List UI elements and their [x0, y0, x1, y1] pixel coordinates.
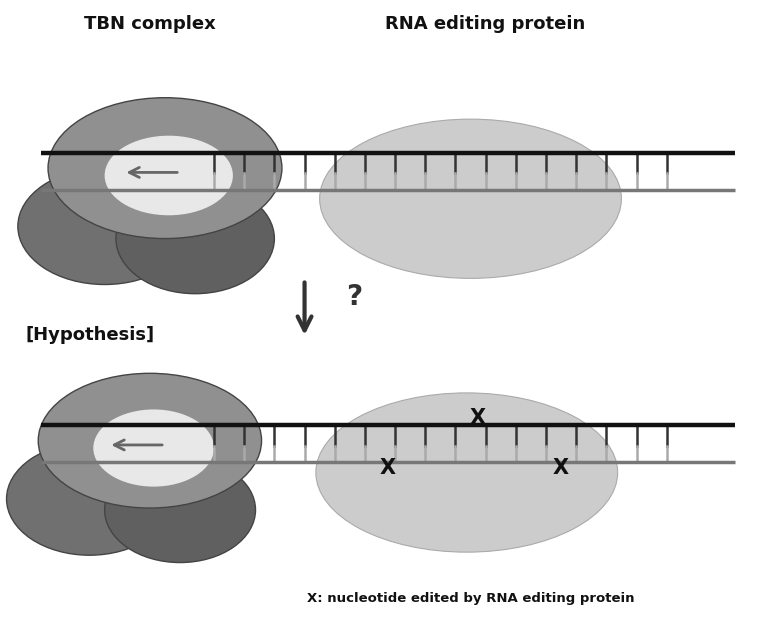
Ellipse shape: [320, 119, 622, 278]
Text: X: X: [553, 458, 569, 478]
Text: RNA editing protein: RNA editing protein: [385, 15, 586, 33]
Ellipse shape: [18, 168, 192, 284]
Text: ?: ?: [346, 283, 363, 311]
Ellipse shape: [38, 373, 261, 508]
Text: [Hypothesis]: [Hypothesis]: [25, 326, 154, 344]
Text: TBN complex: TBN complex: [84, 15, 216, 33]
Ellipse shape: [116, 184, 274, 294]
Text: X: X: [379, 458, 396, 478]
Text: X: nucleotide edited by RNA editing protein: X: nucleotide edited by RNA editing prot…: [307, 591, 635, 604]
Text: X: X: [470, 408, 486, 428]
Ellipse shape: [316, 393, 618, 552]
Ellipse shape: [7, 442, 173, 555]
Ellipse shape: [105, 136, 233, 215]
Ellipse shape: [93, 410, 214, 486]
Ellipse shape: [105, 457, 255, 562]
Ellipse shape: [48, 98, 282, 239]
